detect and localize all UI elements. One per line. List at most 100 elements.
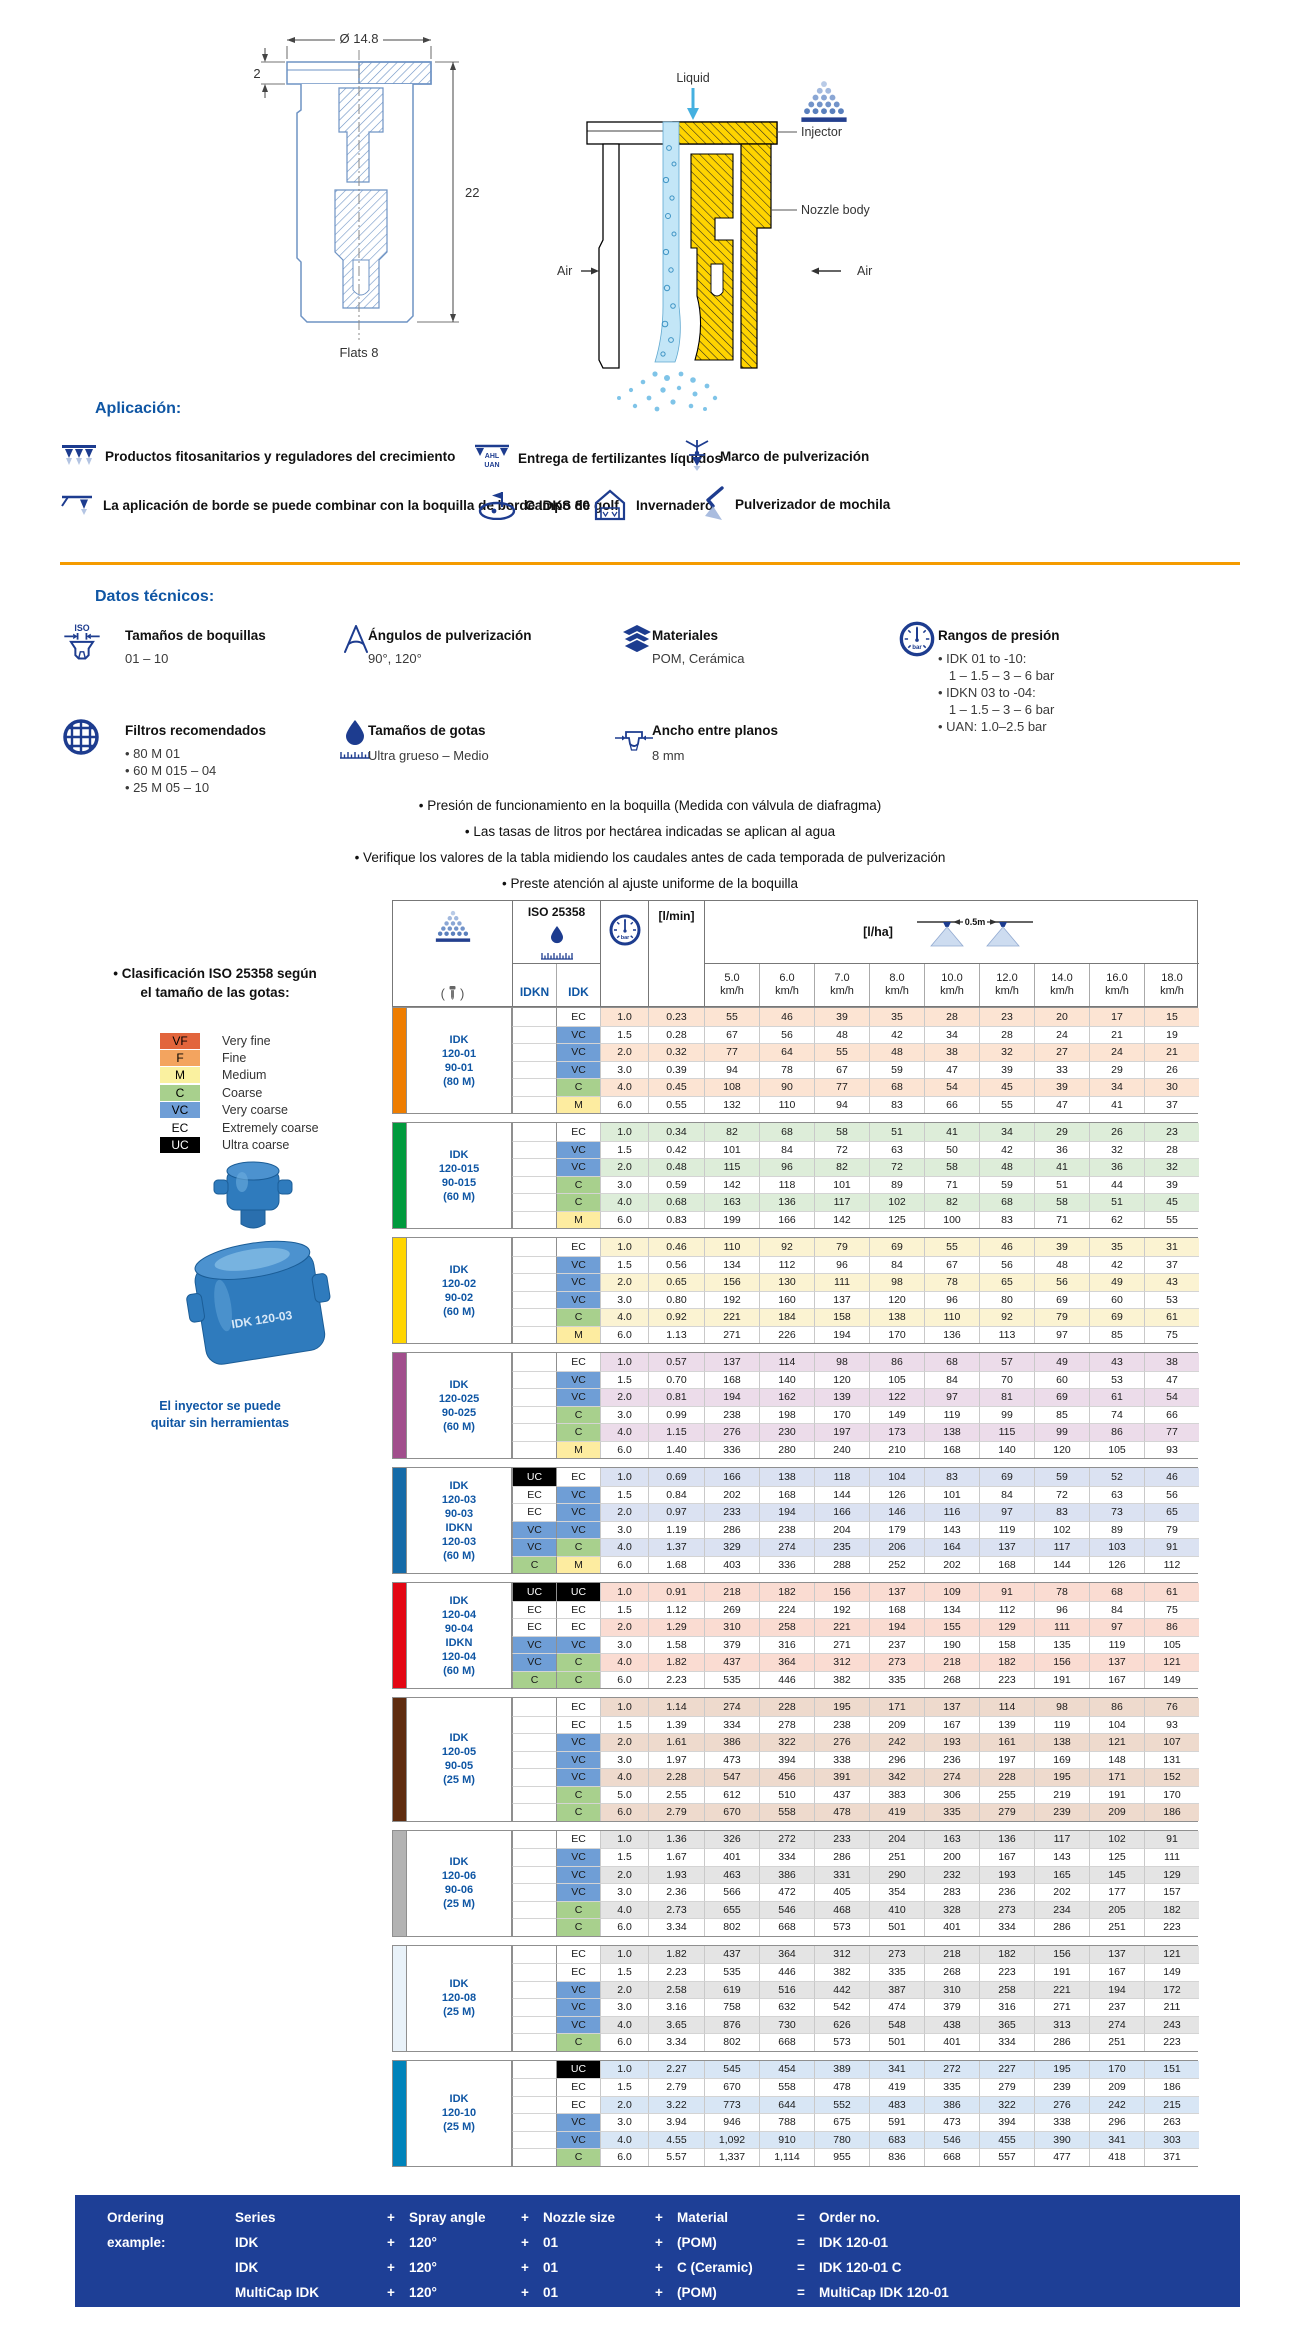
table-cell: 42: [1089, 1255, 1144, 1273]
table-cell: 3.0: [600, 1998, 648, 2016]
tech-title: Datos técnicos:: [95, 588, 215, 605]
table-cell: 90: [759, 1078, 814, 1096]
table-cell: 239: [1034, 2078, 1089, 2096]
table-cell: 329: [704, 1538, 759, 1556]
table-cell: 171: [869, 1698, 924, 1716]
table-cell: 209: [869, 1715, 924, 1733]
table-cell: 566: [704, 1883, 759, 1901]
table-cell: 2.0: [600, 1388, 648, 1406]
table-group: IDK 120-10 (25 M) UC 1.0 2.27 545 454 389 341 272 2…: [392, 2059, 1199, 2167]
table-cell: 4.0: [600, 1768, 648, 1786]
table-cell: 148: [1089, 1750, 1144, 1768]
table-cell: 668: [759, 1918, 814, 1936]
iso-class-cell: [512, 1255, 556, 1273]
table-cell: 23: [979, 1008, 1034, 1026]
table-cell: 163: [704, 1193, 759, 1211]
table-cell: 170: [869, 1325, 924, 1343]
table-cell: 394: [759, 1750, 814, 1768]
table-cell: 59: [869, 1060, 924, 1078]
iso-class-cell: M: [556, 1095, 600, 1113]
table-cell: 93: [1144, 1715, 1199, 1733]
table-cell: 67: [924, 1255, 979, 1273]
table-cell: 41: [924, 1123, 979, 1141]
iso-class-cell: [512, 2148, 556, 2166]
table-cell: 341: [1089, 2130, 1144, 2148]
screw-icon: [449, 986, 456, 1000]
table-cell: 280: [759, 1440, 814, 1458]
table-cell: 1.5: [600, 1715, 648, 1733]
table-cell: 455: [979, 2130, 1034, 2148]
table-cell: 169: [1034, 1750, 1089, 1768]
legend-label: Medium: [222, 1068, 267, 1083]
application-item: Pulverizador de mochila: [700, 486, 890, 522]
table-group: IDK 120-04 90-04 IDKN 120-04 (60 M) UC UC 1.0 0.9…: [392, 1582, 1199, 1689]
iso-class-cell: [512, 1238, 556, 1256]
table-cell: 82: [924, 1193, 979, 1211]
table-cell: 91: [1144, 1830, 1199, 1848]
table-cell: 86: [1144, 1618, 1199, 1636]
table-cell: 145: [1089, 1865, 1144, 1883]
ordering-cell: +: [521, 2235, 529, 2250]
table-cell: 60: [1089, 1290, 1144, 1308]
table-cell: 144: [1034, 1555, 1089, 1573]
table-cell: 168: [759, 1485, 814, 1503]
iso-class-cell: VC: [556, 1370, 600, 1388]
table-cell: 535: [704, 1963, 759, 1981]
table-cell: 4.0: [600, 1423, 648, 1441]
table-cell: 389: [814, 2060, 869, 2078]
table-cell: 1.0: [600, 1830, 648, 1848]
table-cell: 57: [979, 1353, 1034, 1371]
table-cell: 117: [1034, 1830, 1089, 1848]
table-cell: 1.82: [648, 1653, 704, 1671]
ordering-cell: Nozzle size: [543, 2210, 616, 2225]
table-cell: 149: [1144, 1963, 1199, 1981]
iso-class-cell: [512, 1848, 556, 1866]
table-cell: 116: [924, 1503, 979, 1521]
table-cell: 108: [704, 1078, 759, 1096]
table-cell: 227: [979, 2060, 1034, 2078]
table-cell: 136: [759, 1193, 814, 1211]
table-cell: 55: [704, 1008, 759, 1026]
table-cell: 42: [869, 1025, 924, 1043]
table-cell: 1.82: [648, 1945, 704, 1963]
table-cell: 142: [814, 1210, 869, 1228]
table-cell: 186: [1144, 2078, 1199, 2096]
group-color-bar: [393, 1468, 407, 1573]
ordering-cell: +: [387, 2210, 395, 2225]
table-cell: 387: [869, 1980, 924, 1998]
table-cell: 210: [869, 1440, 924, 1458]
group-name: IDK 120-05 90-05 (25 M): [407, 1698, 512, 1821]
table-cell: 1.97: [648, 1750, 704, 1768]
table-cell: 1.19: [648, 1520, 704, 1538]
table-cell: 138: [869, 1308, 924, 1326]
table-group: IDK 120-025 90-025 (60 M) EC 1.0 0.57 137 114 98 8…: [392, 1352, 1199, 1459]
table-cell: 28: [924, 1008, 979, 1026]
group-name: IDK 120-10 (25 M): [407, 2060, 512, 2166]
table-cell: 0.59: [648, 1175, 704, 1193]
ordering-cell: =: [797, 2235, 805, 2250]
note: • Verifique los valores de la tabla midi…: [354, 850, 946, 865]
iso-class-cell: [512, 1803, 556, 1821]
table-cell: 165: [1034, 1865, 1089, 1883]
table-cell: 94: [704, 1060, 759, 1078]
table-cell: 24: [1034, 1025, 1089, 1043]
air-right-label: Air: [857, 264, 872, 278]
table-cell: 134: [924, 1600, 979, 1618]
table-cell: 156: [1034, 1945, 1089, 1963]
table-cell: 130: [759, 1273, 814, 1291]
iso-class-cell: [512, 1768, 556, 1786]
legend-swatch: VC: [160, 1102, 200, 1119]
table-cell: 446: [759, 1963, 814, 1981]
table-cell: 156: [1034, 1653, 1089, 1671]
ordering-cell: +: [655, 2210, 663, 2225]
table-cell: 158: [814, 1308, 869, 1326]
table-cell: 2.58: [648, 1980, 704, 1998]
table-cell: 54: [924, 1078, 979, 1096]
table-cell: 670: [704, 2078, 759, 2096]
table-cell: 226: [759, 1325, 814, 1343]
table-cell: 0.80: [648, 1290, 704, 1308]
table-cell: 255: [979, 1785, 1034, 1803]
iso-class-cell: VC: [556, 1980, 600, 1998]
table-cell: 102: [869, 1193, 924, 1211]
table-cell: 675: [814, 2113, 869, 2131]
